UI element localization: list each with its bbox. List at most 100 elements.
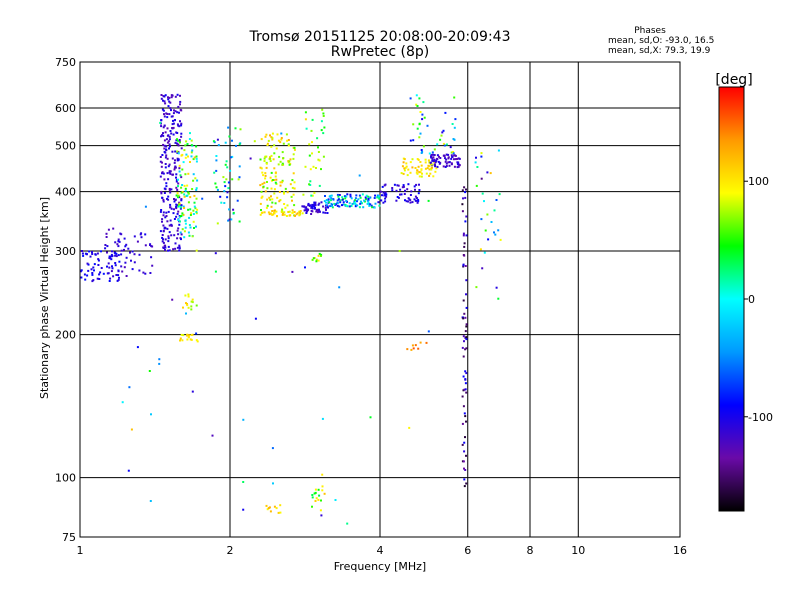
data-point bbox=[133, 235, 136, 238]
data-point bbox=[125, 275, 128, 277]
data-point bbox=[490, 221, 493, 223]
plot-frame bbox=[79, 61, 681, 538]
data-point bbox=[416, 105, 419, 107]
data-point bbox=[272, 482, 274, 485]
data-point bbox=[413, 198, 416, 201]
data-point bbox=[189, 196, 192, 199]
data-point bbox=[230, 156, 233, 159]
data-point bbox=[287, 144, 290, 147]
data-point bbox=[171, 115, 174, 118]
data-point bbox=[169, 145, 171, 148]
data-point bbox=[304, 118, 307, 121]
data-point bbox=[434, 161, 437, 164]
data-points bbox=[79, 93, 502, 525]
data-point bbox=[214, 182, 217, 185]
data-point bbox=[399, 193, 401, 196]
data-point bbox=[321, 473, 324, 476]
data-point bbox=[281, 163, 284, 166]
data-point bbox=[483, 200, 485, 203]
data-point bbox=[339, 201, 342, 204]
data-point bbox=[275, 147, 278, 150]
data-point bbox=[217, 144, 220, 147]
data-point bbox=[367, 202, 370, 205]
data-point bbox=[174, 119, 176, 121]
data-point bbox=[183, 236, 186, 239]
colorbar-label: [deg] bbox=[715, 72, 752, 88]
data-point bbox=[120, 253, 123, 256]
data-point bbox=[265, 206, 268, 209]
data-point bbox=[166, 227, 169, 230]
data-point bbox=[292, 172, 295, 175]
data-point bbox=[417, 198, 420, 201]
data-point bbox=[187, 295, 190, 298]
data-point bbox=[344, 203, 347, 206]
data-point bbox=[190, 155, 193, 158]
data-point bbox=[163, 95, 166, 98]
data-point bbox=[299, 210, 302, 212]
data-point bbox=[114, 241, 117, 244]
data-point bbox=[320, 514, 323, 517]
data-point bbox=[396, 196, 399, 198]
data-point bbox=[374, 194, 377, 197]
data-point bbox=[433, 158, 436, 161]
data-point bbox=[174, 141, 177, 144]
data-point bbox=[263, 157, 266, 160]
data-point bbox=[165, 112, 168, 115]
data-point bbox=[317, 203, 320, 206]
data-point bbox=[179, 337, 182, 340]
data-point bbox=[403, 193, 406, 195]
data-point bbox=[170, 207, 173, 210]
data-point bbox=[177, 152, 180, 155]
data-point bbox=[173, 198, 175, 200]
data-point bbox=[458, 157, 461, 160]
data-point bbox=[162, 99, 164, 102]
data-point bbox=[304, 111, 307, 114]
data-point bbox=[465, 215, 468, 218]
data-point bbox=[190, 308, 193, 311]
data-point bbox=[90, 268, 93, 271]
data-point bbox=[168, 138, 171, 141]
data-point bbox=[91, 273, 94, 276]
data-point bbox=[409, 97, 412, 100]
data-point bbox=[409, 201, 412, 204]
data-point bbox=[292, 193, 295, 196]
data-point bbox=[293, 181, 296, 184]
data-point bbox=[384, 200, 387, 203]
data-point bbox=[315, 167, 317, 169]
data-point bbox=[201, 197, 204, 200]
data-point bbox=[463, 312, 466, 315]
data-point bbox=[279, 141, 282, 144]
data-point bbox=[275, 507, 278, 510]
data-point bbox=[84, 278, 87, 281]
data-point bbox=[291, 179, 294, 182]
data-point bbox=[465, 347, 468, 350]
data-point bbox=[123, 237, 126, 240]
data-point bbox=[117, 254, 120, 257]
data-point bbox=[306, 210, 308, 213]
data-point bbox=[268, 506, 271, 509]
data-point bbox=[193, 194, 196, 197]
data-point bbox=[489, 172, 492, 175]
data-point bbox=[456, 161, 459, 164]
data-point bbox=[404, 166, 407, 169]
data-point bbox=[431, 159, 434, 162]
data-point bbox=[215, 155, 218, 157]
data-point bbox=[437, 160, 440, 163]
data-point bbox=[162, 246, 165, 249]
data-point bbox=[288, 160, 291, 163]
data-point bbox=[195, 197, 198, 200]
data-point bbox=[285, 215, 288, 217]
data-point bbox=[163, 244, 166, 247]
data-point bbox=[173, 208, 175, 211]
data-point bbox=[342, 203, 345, 206]
data-point bbox=[493, 231, 495, 234]
data-point bbox=[273, 179, 276, 181]
data-point bbox=[271, 132, 274, 135]
data-point bbox=[259, 184, 262, 187]
data-point bbox=[226, 166, 229, 169]
data-point bbox=[275, 182, 278, 185]
data-point bbox=[188, 216, 191, 219]
data-point bbox=[162, 134, 165, 137]
data-point bbox=[117, 278, 120, 281]
data-point bbox=[276, 133, 279, 136]
